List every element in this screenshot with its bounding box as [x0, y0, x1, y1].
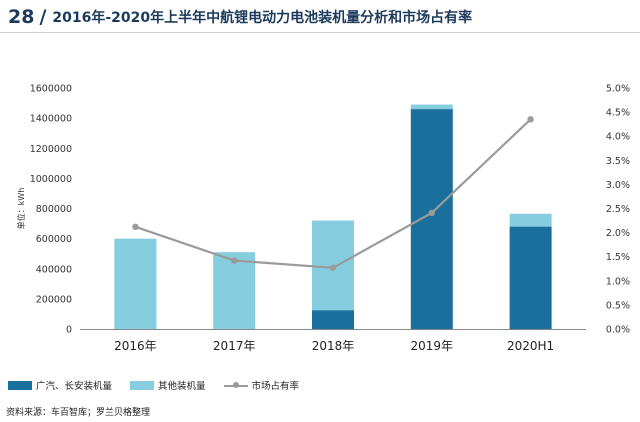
bar-others	[509, 213, 552, 227]
legend-swatch-dark	[8, 380, 32, 390]
bar-others	[213, 252, 256, 329]
y2-tick-label: 1.0%	[606, 276, 630, 287]
market-share-point	[132, 223, 139, 231]
legend-line-marker	[223, 381, 248, 390]
x-tick-label: 2020H1	[507, 339, 554, 353]
legend-label: 市场占有率	[251, 381, 300, 392]
y-tick-label: 400000	[36, 264, 72, 275]
bar-guangqi-changan	[410, 109, 453, 330]
y2-tick-label: 4.0%	[606, 132, 630, 143]
header: 28 / 2016年-2020年上半年中航锂电动力电池装机量分析和市场占有率	[8, 4, 472, 30]
y-axis-label: 单位：kWh	[16, 188, 26, 230]
slash-divider: /	[39, 6, 47, 28]
bar-guangqi-changan	[312, 310, 354, 329]
market-share-point	[428, 209, 435, 217]
y-tick-label: 600000	[36, 234, 72, 245]
slide-number: 28	[8, 6, 35, 28]
x-tick-label: 2018年	[312, 339, 355, 353]
legend-swatch-light	[130, 380, 155, 390]
legend-item-guangqi-changan: 广汽、长安装机量	[8, 378, 112, 392]
market-share-point	[527, 116, 534, 123]
y2-tick-label: 4.5%	[606, 108, 630, 119]
legend-label: 其他装机量	[158, 381, 206, 392]
legend-item-market-share: 市场占有率	[223, 378, 300, 392]
y-tick-label: 1200000	[30, 144, 72, 155]
y2-tick-label: 0.5%	[606, 300, 630, 311]
legend-label: 广汽、长安装机量	[36, 381, 113, 392]
chart-title: 2016年-2020年上半年中航锂电动力电池装机量分析和市场占有率	[52, 10, 473, 26]
source-note: 资料来源：车百智库；罗兰贝格整理	[6, 408, 151, 418]
bar-others	[410, 104, 453, 110]
y2-tick-label: 3.0%	[606, 180, 630, 191]
legend: 广汽、长安装机量 其他装机量 市场占有率	[8, 378, 317, 392]
y-tick-label: 200000	[36, 294, 72, 305]
x-tick-label: 2019年	[411, 339, 454, 353]
market-share-point	[231, 257, 238, 264]
x-tick-label: 2017年	[213, 339, 256, 353]
bar-guangqi-changan	[509, 226, 552, 329]
x-tick-label: 2016年	[114, 339, 157, 353]
y2-tick-label: 3.5%	[606, 156, 630, 167]
y-tick-label: 0	[66, 325, 72, 336]
y2-tick-label: 5.0%	[606, 84, 630, 95]
y2-tick-label: 0.0%	[606, 325, 630, 336]
y-tick-label: 1600000	[30, 84, 72, 95]
y2-tick-label: 1.5%	[606, 252, 630, 263]
header-rule	[0, 32, 640, 33]
y2-tick-label: 2.5%	[606, 204, 630, 215]
y-tick-label: 1000000	[30, 174, 72, 185]
y-tick-label: 800000	[36, 204, 72, 215]
y-tick-label: 1400000	[30, 114, 72, 125]
market-share-point	[329, 264, 337, 271]
combo-chart: 0 200000 400000 600000 800000 1000000 1200000 1…	[16, 84, 630, 354]
legend-item-others: 其他装机量	[130, 378, 206, 392]
y2-tick-label: 2.0%	[606, 228, 630, 239]
bar-others	[114, 238, 157, 329]
